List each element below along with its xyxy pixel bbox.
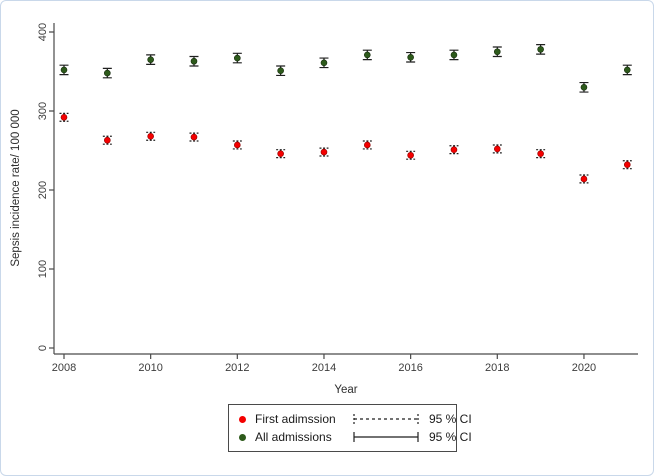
y-tick-label: 0 [37,345,49,351]
data-point [623,66,631,74]
data-point [234,54,241,62]
dashed-ci-sample-icon [353,414,419,424]
legend-row-all-admissions: All admissions 95 % CI [239,430,472,444]
data-point [277,67,284,75]
data-point [364,141,371,149]
data-point [104,69,111,77]
y-tick-label: 100 [37,260,49,278]
solid-ci-sample-icon [353,432,419,442]
x-tick-label: 2008 [52,362,76,374]
data-point [190,133,198,141]
legend-row-first-admission: First adimssion 95 % CI [239,412,472,426]
data-point [407,53,414,61]
data-point [320,59,328,67]
data-point [407,151,414,159]
data-point [493,48,501,56]
data-point [450,146,458,154]
x-tick-label: 2014 [312,362,336,374]
x-tick-label: 2016 [398,362,422,374]
data-point [493,145,501,153]
x-tick-label: 2010 [138,362,162,374]
legend-label-first-admission: First adimssion [255,412,336,426]
data-point [537,46,544,53]
y-tick-label: 200 [37,181,49,199]
legend-ci-label-all-admissions: 95 % CI [429,430,472,444]
first-admission-marker-icon [239,415,246,423]
legend-label-all-admissions: All admissions [255,430,332,444]
data-point [104,136,111,144]
data-point [580,84,588,91]
data-point [364,51,371,59]
data-point [450,51,458,59]
data-point [234,141,241,149]
legend: First adimssion 95 % CI All admissions 9… [228,404,472,452]
x-tick-label: 2020 [572,362,596,374]
y-axis-title: Sepsis incidence rate/ 100 000 [10,109,22,266]
data-point [60,114,68,121]
data-point [623,161,631,169]
data-point [537,150,544,157]
legend-ci-label-first-admission: 95 % CI [429,412,472,426]
x-axis-title: Year [334,384,357,396]
all-admissions-marker-icon [239,433,246,441]
data-point [190,57,198,65]
data-point [277,150,284,157]
x-tick-label: 2018 [485,362,509,374]
x-tick-label: 2012 [225,362,249,374]
data-point [147,56,154,63]
data-point [147,132,154,140]
data-point [60,66,68,74]
data-point [320,148,328,156]
y-tick-label: 400 [37,23,49,41]
y-tick-label: 300 [37,102,49,120]
data-point [580,175,588,183]
